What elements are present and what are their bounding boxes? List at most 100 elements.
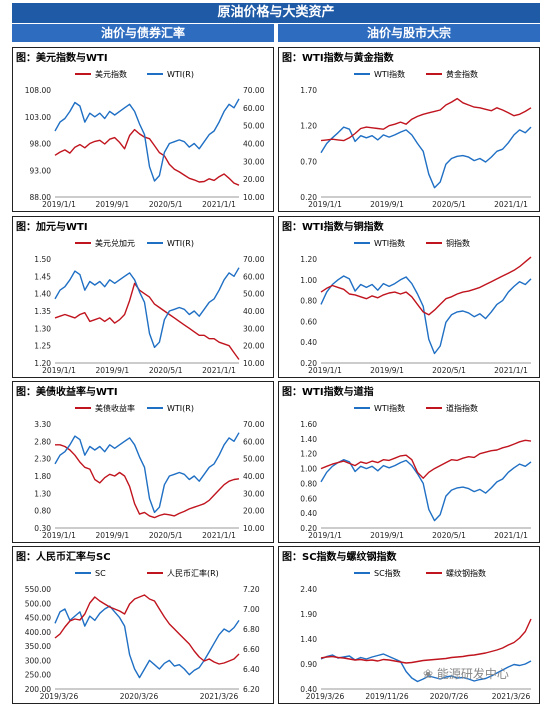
y-tick-label-left: 350.00	[25, 642, 51, 651]
x-tick-label: 2020/5/1	[432, 366, 466, 375]
legend-label: 美债收益率	[95, 403, 135, 413]
y-tick-label-right: 20.00	[243, 342, 265, 351]
y-tick-label-left: 1.00	[300, 276, 317, 285]
y-tick-label-left: 0.80	[34, 507, 51, 516]
chart-plot: 美债收益率 WTI(R) 3.30 2.80 2.30 1.80 1.30 0.80 0.30 7…	[34, 403, 265, 540]
legend-label: WTI(R)	[167, 404, 194, 413]
y-tick-label-right: 6.20	[243, 685, 260, 694]
series-line-1	[54, 605, 240, 679]
x-tick-label: 2019/9/1	[370, 531, 404, 540]
watermark-text: 能源研发中心	[436, 667, 509, 681]
x-tick-label: 2021/1/1	[202, 366, 236, 375]
y-tick-label-right: 6.60	[243, 645, 260, 654]
y-tick-label-left: 2.30	[34, 455, 51, 464]
chart-panel-3: 图：加元与WTI 美元兑加元 WTI(R) 1.50 1.45 1.40 1.35 1.30 1…	[12, 216, 274, 378]
y-tick-label-left: 0.60	[300, 317, 317, 326]
chart-panel-6: 图：WTI指数与道指 WTI指数 道指指数 1.60 1.40 1.20 1.00 0.80 0…	[278, 381, 540, 543]
y-tick-label-left: 0.40	[300, 685, 317, 694]
y-tick-label-left: 1.80	[34, 472, 51, 481]
x-tick-label: 2020/5/1	[149, 366, 183, 375]
y-tick-label-right: 20.00	[243, 175, 265, 184]
y-tick-label-right: 30.00	[243, 324, 265, 333]
y-tick-label-left: 1.50	[34, 255, 51, 264]
y-tick-label-left: 0.80	[300, 297, 317, 306]
chart-plot: SC 人民币汇率(R) 550.00 500.00 450.00 400.00 350.00…	[25, 568, 260, 701]
y-tick-label-left: 93.00	[30, 166, 52, 175]
chart-plot: 美元兑加元 WTI(R) 1.50 1.45 1.40 1.35 1.30 1.25 1.20 7…	[34, 238, 265, 375]
y-tick-label-right: 40.00	[243, 472, 265, 481]
y-tick-label-left: 1.00	[300, 465, 317, 474]
watermark: ❀ 能源研发中心	[423, 665, 509, 682]
x-tick-label: 2020/5/1	[432, 531, 466, 540]
legend-label: WTI(R)	[167, 239, 194, 248]
x-tick-label: 2019/1/1	[308, 200, 342, 209]
y-tick-label-right: 40.00	[243, 140, 265, 149]
x-tick-label: 2021/1/1	[494, 531, 528, 540]
y-tick-label-left: 200.00	[25, 685, 51, 694]
legend-label: WTI指数	[374, 69, 405, 79]
chart-title: 图：WTI指数与道指	[282, 387, 374, 398]
y-tick-label-right: 70.00	[243, 420, 265, 429]
x-tick-label: 2019/3/26	[306, 692, 345, 701]
series-line-1	[320, 459, 532, 522]
x-tick-label: 2019/1/1	[308, 531, 342, 540]
chart-title: 图：美债收益率与WTI	[16, 387, 118, 398]
y-tick-label-right: 40.00	[243, 307, 265, 316]
chart-plot: 美元指数 WTI(R) 108.00 103.00 98.00 93.00 88.00 70.…	[25, 69, 265, 209]
chart-panel-7: 图：人民币汇率与SC SC 人民币汇率(R) 550.00 500.00 450.00 40…	[12, 546, 274, 704]
y-tick-label-left: 0.20	[300, 524, 317, 533]
legend-label: 铜指数	[446, 238, 470, 248]
y-tick-label-right: 50.00	[243, 122, 265, 131]
y-tick-label-right: 30.00	[243, 157, 265, 166]
y-tick-label-left: 1.40	[300, 435, 317, 444]
y-tick-label-right: 20.00	[243, 507, 265, 516]
x-tick-label: 2019/9/1	[370, 200, 404, 209]
y-tick-label-left: 98.00	[30, 140, 52, 149]
chart-title: 图：美元指数与WTI	[16, 53, 108, 64]
chart-title: 图：SC指数与螺纹钢指数	[282, 552, 397, 563]
y-tick-label-left: 0.80	[300, 479, 317, 488]
y-tick-label-left: 0.40	[300, 509, 317, 518]
y-tick-label-left: 1.40	[300, 635, 317, 644]
y-tick-label-left: 1.90	[300, 610, 317, 619]
series-line-2	[320, 256, 532, 316]
y-tick-label-left: 3.30	[34, 420, 51, 429]
chart-panel-2: 图：WTI指数与黄金指数 WTI指数 黄金指数 1.70 1.20 0.70 0.20 201…	[278, 47, 540, 212]
y-tick-label-left: 1.70	[300, 86, 317, 95]
x-tick-label: 2019/1/1	[42, 531, 76, 540]
y-tick-label-right: 10.00	[243, 359, 265, 368]
y-tick-label-left: 0.30	[34, 524, 51, 533]
y-tick-label-left: 1.60	[300, 420, 317, 429]
legend-label: 人民币汇率(R)	[167, 568, 219, 578]
y-tick-label-left: 1.20	[300, 255, 317, 264]
y-tick-label-left: 1.20	[34, 359, 51, 368]
column-header-left: 油价与债券汇率	[12, 24, 274, 42]
x-tick-label: 2021/1/1	[494, 200, 528, 209]
x-tick-label: 2019/9/1	[370, 366, 404, 375]
x-tick-label: 2020/5/1	[149, 200, 183, 209]
y-tick-label-left: 400.00	[25, 628, 51, 637]
legend-label: WTI指数	[374, 403, 405, 413]
legend-label: 美元指数	[95, 69, 127, 79]
column-header-right: 油价与股市大宗	[278, 24, 540, 42]
y-tick-label-left: 1.30	[34, 324, 51, 333]
y-tick-label-right: 10.00	[243, 524, 265, 533]
legend-label: WTI指数	[374, 238, 405, 248]
y-tick-label-right: 50.00	[243, 290, 265, 299]
y-tick-label-right: 70.00	[243, 86, 265, 95]
x-tick-label: 2021/3/26	[492, 692, 531, 701]
y-tick-label-right: 6.80	[243, 625, 260, 634]
y-tick-label-right: 50.00	[243, 455, 265, 464]
y-tick-label-right: 60.00	[243, 272, 265, 281]
chart-title: 图：WTI指数与铜指数	[282, 222, 384, 233]
series-line-2	[54, 98, 240, 182]
legend-label: 黄金指数	[446, 69, 478, 79]
y-tick-label-left: 88.00	[30, 193, 52, 202]
chart-plot: WTI指数 道指指数 1.60 1.40 1.20 1.00 0.80 0.60 0.40 0.2…	[300, 403, 532, 540]
x-tick-label: 2020/3/26	[120, 692, 159, 701]
chart-title: 图：WTI指数与黄金指数	[282, 53, 394, 64]
y-tick-label-right: 7.00	[243, 605, 260, 614]
x-tick-label: 2021/1/1	[494, 366, 528, 375]
legend-label: SC	[95, 569, 106, 578]
